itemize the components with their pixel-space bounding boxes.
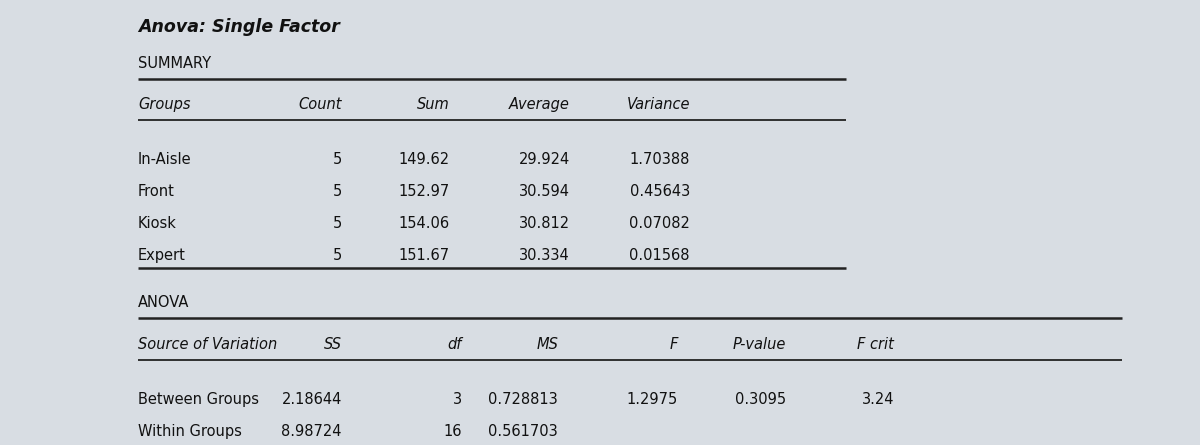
Text: 152.97: 152.97 [398,184,450,199]
Text: Groups: Groups [138,97,191,112]
Text: 149.62: 149.62 [398,152,450,167]
Text: 0.01568: 0.01568 [630,248,690,263]
Text: Sum: Sum [418,97,450,112]
Text: 5: 5 [332,184,342,199]
Text: 5: 5 [332,216,342,231]
Text: df: df [448,337,462,352]
Text: 0.07082: 0.07082 [629,216,690,231]
Text: 5: 5 [332,248,342,263]
Text: 0.45643: 0.45643 [630,184,690,199]
Text: 0.561703: 0.561703 [488,424,558,439]
Text: Count: Count [299,97,342,112]
Text: F crit: F crit [857,337,894,352]
Text: 30.594: 30.594 [520,184,570,199]
Text: 0.3095: 0.3095 [734,392,786,407]
Text: In-Aisle: In-Aisle [138,152,192,167]
Text: 16: 16 [444,424,462,439]
Text: Front: Front [138,184,175,199]
Text: MS: MS [536,337,558,352]
Text: SUMMARY: SUMMARY [138,56,211,71]
Text: 2.18644: 2.18644 [282,392,342,407]
Text: 0.728813: 0.728813 [488,392,558,407]
Text: Kiosk: Kiosk [138,216,176,231]
Text: SS: SS [324,337,342,352]
Text: 154.06: 154.06 [398,216,450,231]
Text: 1.70388: 1.70388 [630,152,690,167]
Text: Anova: Single Factor: Anova: Single Factor [138,18,340,36]
Text: Within Groups: Within Groups [138,424,242,439]
Text: Average: Average [509,97,570,112]
Text: 1.2975: 1.2975 [626,392,678,407]
Text: F: F [670,337,678,352]
Text: Between Groups: Between Groups [138,392,259,407]
Text: 3: 3 [452,392,462,407]
Text: 30.812: 30.812 [518,216,570,231]
Text: 29.924: 29.924 [518,152,570,167]
Text: Expert: Expert [138,248,186,263]
Text: 30.334: 30.334 [520,248,570,263]
Text: P-value: P-value [733,337,786,352]
Text: 151.67: 151.67 [398,248,450,263]
Text: 3.24: 3.24 [862,392,894,407]
Text: Variance: Variance [626,97,690,112]
Text: 5: 5 [332,152,342,167]
Text: Source of Variation: Source of Variation [138,337,277,352]
Text: 8.98724: 8.98724 [282,424,342,439]
Text: ANOVA: ANOVA [138,295,190,311]
